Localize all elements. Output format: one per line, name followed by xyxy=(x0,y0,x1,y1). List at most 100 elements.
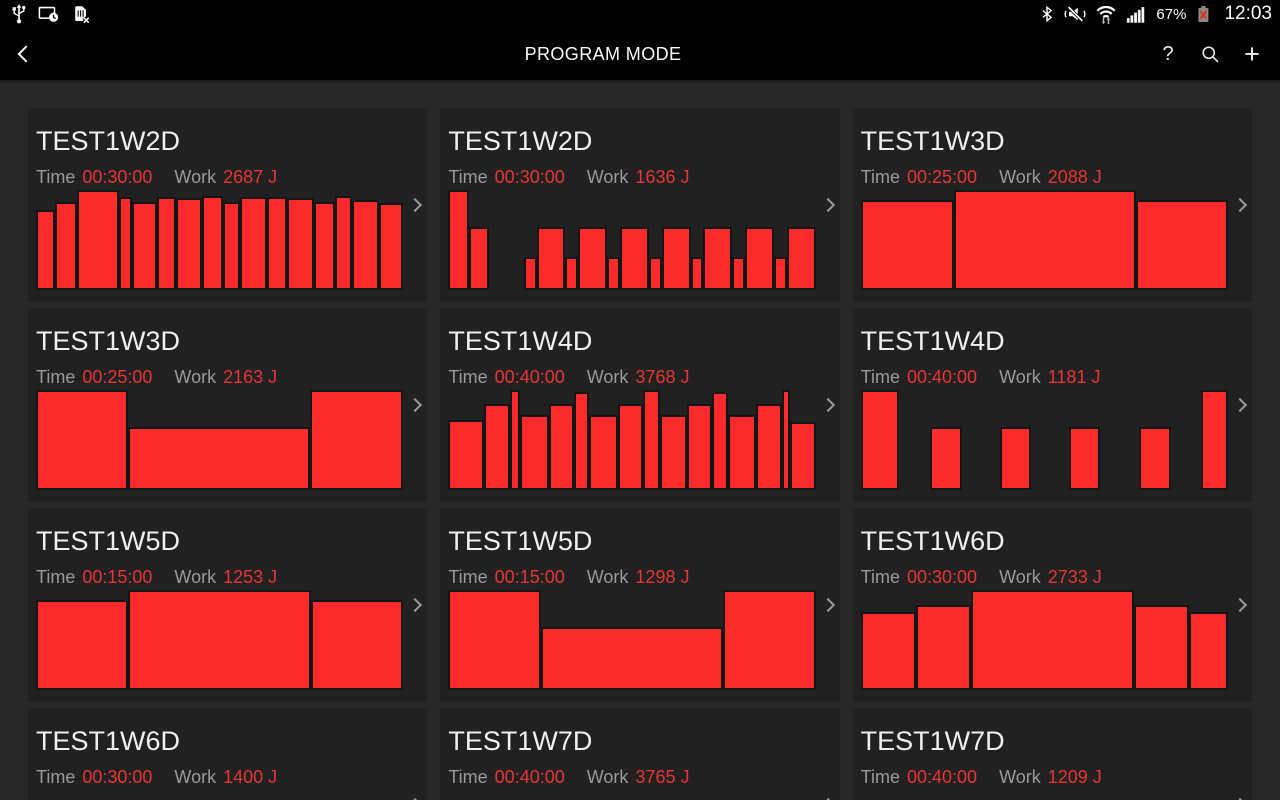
chevron-right-icon xyxy=(408,197,423,213)
time-label: Time xyxy=(36,366,76,387)
chart-bar xyxy=(448,590,541,690)
back-button[interactable] xyxy=(0,28,52,80)
search-button[interactable] xyxy=(1196,36,1224,72)
program-card[interactable]: TEST1W4D Time 00:40:00 Work 3768 J xyxy=(440,308,840,502)
chart-bar xyxy=(157,197,176,290)
program-card[interactable]: TEST1W7D Time 00:40:00 Work 1209 J xyxy=(852,708,1252,800)
program-card[interactable]: TEST1W6D Time 00:30:00 Work 1400 J xyxy=(28,708,428,800)
program-card[interactable]: TEST1W3D Time 00:25:00 Work 2163 J xyxy=(28,308,428,502)
program-card[interactable]: TEST1W2D Time 00:30:00 Work 1636 J xyxy=(440,108,840,302)
program-meta: Time 00:40:00 Work 1209 J xyxy=(861,767,1244,788)
status-bar: 67% 12:03 xyxy=(0,0,1280,28)
chart-bar xyxy=(687,404,713,490)
program-meta: Time 00:30:00 Work 2687 J xyxy=(36,167,419,188)
chart-bar xyxy=(728,415,756,490)
chart-bar xyxy=(536,227,566,290)
status-bar-left xyxy=(8,3,92,25)
work-label: Work xyxy=(999,766,1041,787)
time-label: Time xyxy=(448,766,488,787)
chart-bar xyxy=(309,390,404,490)
chart-bar xyxy=(589,415,618,490)
program-name: TEST1W7D xyxy=(448,726,593,756)
chart-bar xyxy=(540,627,724,690)
program-card[interactable]: TEST1W4D Time 00:40:00 Work 1181 J xyxy=(852,308,1252,502)
back-chevron-icon xyxy=(17,45,35,63)
time-label: Time xyxy=(860,166,900,187)
chart-bar xyxy=(314,202,335,290)
program-card[interactable]: TEST1W7D Time 00:40:00 Work 3765 J xyxy=(440,708,840,800)
chart-bar xyxy=(36,390,128,490)
chart-bar xyxy=(565,257,579,290)
chevron-right-icon xyxy=(820,597,835,613)
chart-bar xyxy=(1136,200,1228,290)
chevron-right-icon xyxy=(820,197,835,213)
add-button[interactable]: + xyxy=(1244,38,1260,69)
chart-bar xyxy=(860,390,900,490)
time-value: 00:25:00 xyxy=(907,166,978,187)
chart-bar xyxy=(36,210,56,290)
chart-bar xyxy=(648,257,662,290)
chart-bar xyxy=(36,600,129,690)
battery-unknown-icon xyxy=(1198,6,1209,22)
chart-bar xyxy=(789,422,816,490)
chevron-right-icon xyxy=(408,597,423,613)
chart-bar xyxy=(55,202,78,290)
program-card[interactable]: TEST1W2D Time 00:30:00 Work 2687 J xyxy=(28,108,428,302)
work-value: 3768 J xyxy=(635,366,690,387)
chart-bar xyxy=(548,404,574,490)
program-chart xyxy=(448,590,816,690)
chart-bar xyxy=(712,392,729,490)
chart-bar xyxy=(745,227,774,290)
time-label: Time xyxy=(860,566,900,587)
program-card[interactable]: TEST1W5D Time 00:15:00 Work 1298 J xyxy=(440,508,840,702)
chart-bar xyxy=(119,197,133,290)
chart-bar xyxy=(860,612,917,690)
work-value: 2733 J xyxy=(1047,566,1102,587)
program-name: TEST1W3D xyxy=(860,126,1005,156)
program-meta: Time 00:25:00 Work 2163 J xyxy=(36,367,419,388)
program-card[interactable]: TEST1W6D Time 00:30:00 Work 2733 J xyxy=(852,508,1252,702)
chart-bar xyxy=(378,203,404,290)
program-meta: Time 00:30:00 Work 1400 J xyxy=(36,767,419,788)
app-bar: PROGRAM MODE ? + xyxy=(0,28,1280,80)
time-value: 00:30:00 xyxy=(82,166,153,187)
chart-bar xyxy=(351,200,379,290)
program-card[interactable]: TEST1W5D Time 00:15:00 Work 1253 J xyxy=(28,508,428,702)
chart-bar xyxy=(311,600,404,690)
chart-bar xyxy=(781,390,790,490)
program-meta: Time 00:40:00 Work 3768 J xyxy=(448,367,831,388)
work-label: Work xyxy=(999,366,1041,387)
chevron-right-icon xyxy=(820,397,835,413)
program-meta: Time 00:15:00 Work 1253 J xyxy=(36,567,419,588)
time-value: 00:30:00 xyxy=(494,166,565,187)
time-label: Time xyxy=(36,166,76,187)
chevron-right-icon xyxy=(1232,397,1248,413)
work-label: Work xyxy=(586,366,629,387)
chevron-right-icon xyxy=(1232,597,1248,613)
program-meta: Time 00:40:00 Work 1181 J xyxy=(861,367,1244,388)
time-label: Time xyxy=(860,366,900,387)
chart-bar xyxy=(954,190,1137,290)
program-chart xyxy=(448,190,816,290)
chart-bar xyxy=(510,390,521,490)
chart-bar xyxy=(132,202,158,290)
work-value: 3765 J xyxy=(635,766,690,787)
chart-bar xyxy=(128,590,312,690)
chart-bar xyxy=(999,427,1032,490)
status-bar-right: 67% 12:03 xyxy=(1038,2,1272,26)
program-meta: Time 00:25:00 Work 2088 J xyxy=(861,167,1244,188)
chart-bar xyxy=(703,227,733,290)
help-button[interactable]: ? xyxy=(1162,42,1174,65)
chart-bar xyxy=(773,257,787,290)
work-value: 2687 J xyxy=(223,166,278,187)
no-sim-icon xyxy=(75,6,91,25)
chart-bar xyxy=(448,420,484,490)
wifi-icon xyxy=(1096,5,1116,25)
chart-bar xyxy=(287,198,315,290)
chart-bar xyxy=(127,427,310,490)
time-value: 00:15:00 xyxy=(494,566,565,587)
program-card[interactable]: TEST1W3D Time 00:25:00 Work 2088 J xyxy=(852,108,1252,302)
time-value: 00:40:00 xyxy=(494,766,565,787)
work-label: Work xyxy=(999,166,1041,187)
time-label: Time xyxy=(36,566,76,587)
